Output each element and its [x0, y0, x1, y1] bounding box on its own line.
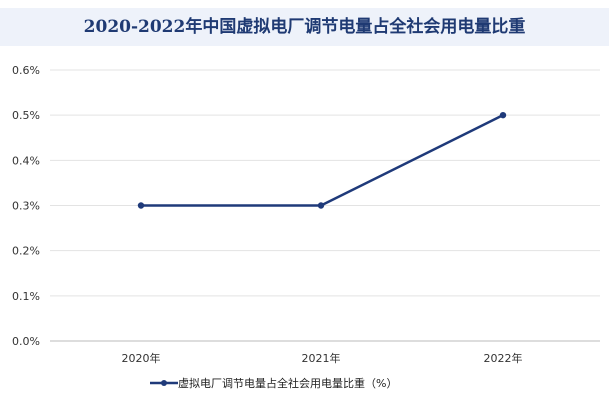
y-tick-label: 0.0%: [12, 335, 40, 348]
legend: 虚拟电厂调节电量占全社会用电量比重（%）: [150, 375, 397, 391]
y-tick-label: 0.3%: [12, 200, 40, 213]
title-band: [0, 8, 609, 46]
legend-marker: [150, 380, 178, 386]
chart-title: 2020-2022年中国虚拟电厂调节电量占全社会用电量比重: [83, 17, 526, 37]
y-tick-label: 0.1%: [12, 290, 40, 303]
y-tick-label: 0.6%: [12, 64, 40, 77]
x-tick-label: 2021年: [302, 351, 341, 365]
y-tick-label: 0.4%: [12, 154, 40, 167]
data-point: [317, 202, 325, 209]
y-tick-label: 0.2%: [12, 245, 40, 258]
x-tick-label: 2020年: [122, 351, 161, 365]
data-point: [499, 111, 507, 119]
y-tick-label: 0.5%: [12, 109, 40, 122]
x-tick-label: 2022年: [484, 351, 523, 365]
data-point: [137, 202, 145, 209]
legend-label: 虚拟电厂调节电量占全社会用电量比重（%）: [178, 377, 398, 390]
